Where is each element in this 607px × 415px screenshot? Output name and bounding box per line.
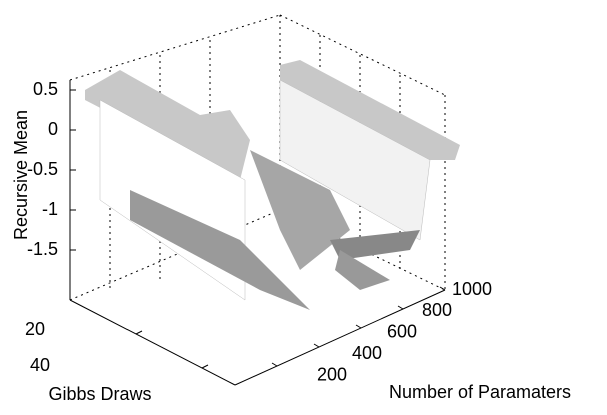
z-tick-label: 0: [48, 119, 58, 139]
x-tick-label: 1000: [452, 279, 492, 299]
y-tick: [135, 330, 143, 335]
z-tick-label: -0.5: [27, 159, 58, 179]
z-axis-label: Recursive Mean: [11, 110, 31, 240]
x-tick-label: 400: [352, 343, 382, 363]
x-axis-line: [234, 289, 446, 386]
surface-top: [85, 70, 250, 180]
x-tick: [271, 362, 278, 367]
x-tick: [397, 305, 404, 310]
surface-mid: [250, 150, 350, 270]
x-tick: [313, 343, 320, 348]
x-tick-label: 200: [317, 364, 347, 384]
surface-bottom: [130, 190, 310, 310]
surface: [85, 60, 460, 310]
surface-low: [330, 230, 420, 260]
x-axis-label: Number of Paramaters: [389, 382, 571, 402]
z-tick-label: 0.5: [33, 79, 58, 99]
surface-wall: [279, 79, 431, 241]
surface-low: [335, 250, 390, 290]
x-tick: [439, 286, 446, 291]
z-tick-label: -1: [42, 199, 58, 219]
z-tick-label: -1.5: [27, 239, 58, 259]
x-tick: [355, 324, 362, 329]
y-tick-label: 40: [30, 355, 50, 375]
x-tick-label: 600: [387, 322, 417, 342]
y-axis-label: Gibbs Draws: [48, 384, 151, 404]
surface-top: [280, 60, 460, 160]
y-tick: [201, 364, 209, 369]
y-tick-label: 20: [25, 319, 45, 339]
y-axis-line: [69, 299, 236, 386]
x-tick-label: 800: [422, 300, 452, 320]
